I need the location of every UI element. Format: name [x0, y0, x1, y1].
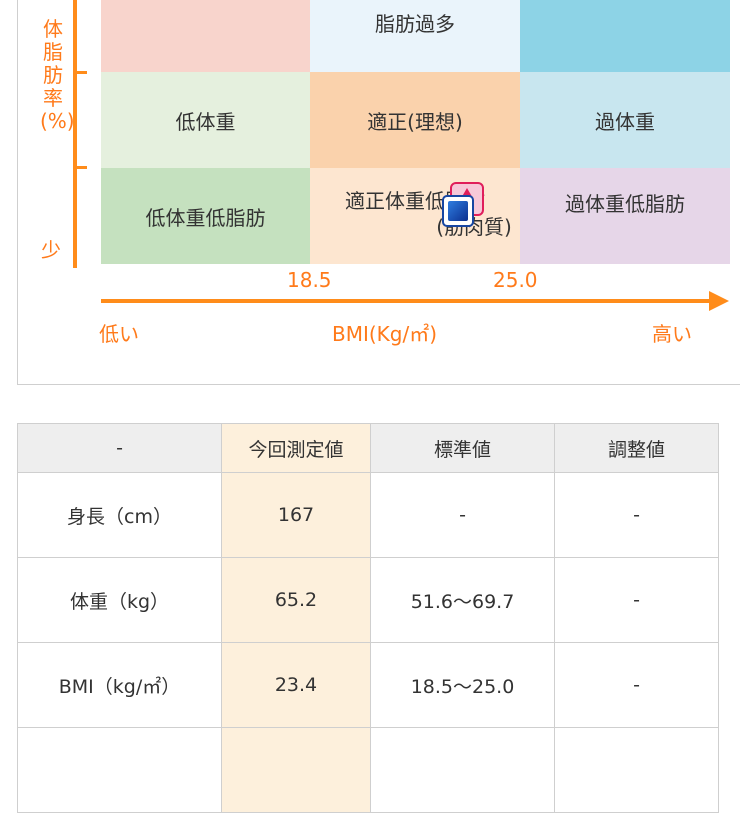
x-axis-low-label: 低い [99, 322, 139, 346]
x-axis-line [101, 299, 711, 303]
column-header-adjusted: 調整値 [554, 423, 719, 473]
measurement-table: - 今回測定値 標準値 調整値 身長（cm） 167 - - 体重（kg） 65… [17, 423, 719, 813]
column-header-current: 今回測定値 [221, 423, 371, 473]
table-row: 体重（kg） 65.2 51.6〜69.7 - [17, 557, 719, 643]
matrix-cell-ideal-low-fat: 適正体重低脂肪 (筋肉質) [310, 168, 520, 264]
square-marker-icon [442, 195, 474, 227]
table-header-row: - 今回測定値 標準値 調整値 [17, 423, 719, 473]
bmi-fat-matrix: 脂肪過多 低体重 適正(理想) 過体重 低体重低脂肪 適正体重低脂肪 (筋肉質)… [101, 0, 730, 264]
standard-value: - [370, 472, 555, 558]
matrix-cell-overweight: 過体重 [520, 72, 730, 168]
x-axis-high-label: 高い [652, 322, 692, 346]
table-row-partial [17, 727, 719, 813]
column-header-standard: 標準値 [370, 423, 555, 473]
x-tick-18-5: 18.5 [287, 268, 332, 292]
column-header: - [17, 423, 222, 473]
adjusted-value: - [554, 642, 719, 728]
y-axis-label: 体脂肪率(%) [40, 17, 75, 133]
matrix-cell [101, 0, 310, 72]
y-axis-line [73, 0, 77, 268]
muscle-label: (筋肉質) [436, 215, 512, 239]
row-label: 身長（cm） [17, 472, 222, 558]
x-axis-arrow-icon [709, 291, 729, 311]
current-value: 167 [221, 472, 371, 558]
row-label: BMI（kg/㎡） [17, 642, 222, 728]
table-row: BMI（kg/㎡） 23.4 18.5〜25.0 - [17, 642, 719, 728]
matrix-cell-underweight: 低体重 [101, 72, 310, 168]
current-value: 23.4 [221, 642, 371, 728]
y-axis-tick [73, 71, 87, 74]
x-tick-25-0: 25.0 [493, 268, 538, 292]
matrix-cell-ideal: 適正(理想) [310, 72, 520, 168]
matrix-cell [520, 0, 730, 72]
adjusted-value: - [554, 557, 719, 643]
matrix-cell-fat-excess: 脂肪過多 [310, 0, 520, 72]
matrix-cell-underweight-low-fat: 低体重低脂肪 [101, 168, 310, 264]
x-axis-label: BMI(Kg/㎡) [332, 322, 438, 346]
standard-value: 18.5〜25.0 [370, 642, 555, 728]
standard-value: 51.6〜69.7 [370, 557, 555, 643]
row-label: 体重（kg） [17, 557, 222, 643]
y-axis-tick [73, 166, 87, 169]
y-axis-low-label: 少 [41, 238, 61, 262]
table-row: 身長（cm） 167 - - [17, 472, 719, 558]
current-value: 65.2 [221, 557, 371, 643]
matrix-cell-overweight-low-fat: 過体重低脂肪 [520, 168, 730, 264]
adjusted-value: - [554, 472, 719, 558]
